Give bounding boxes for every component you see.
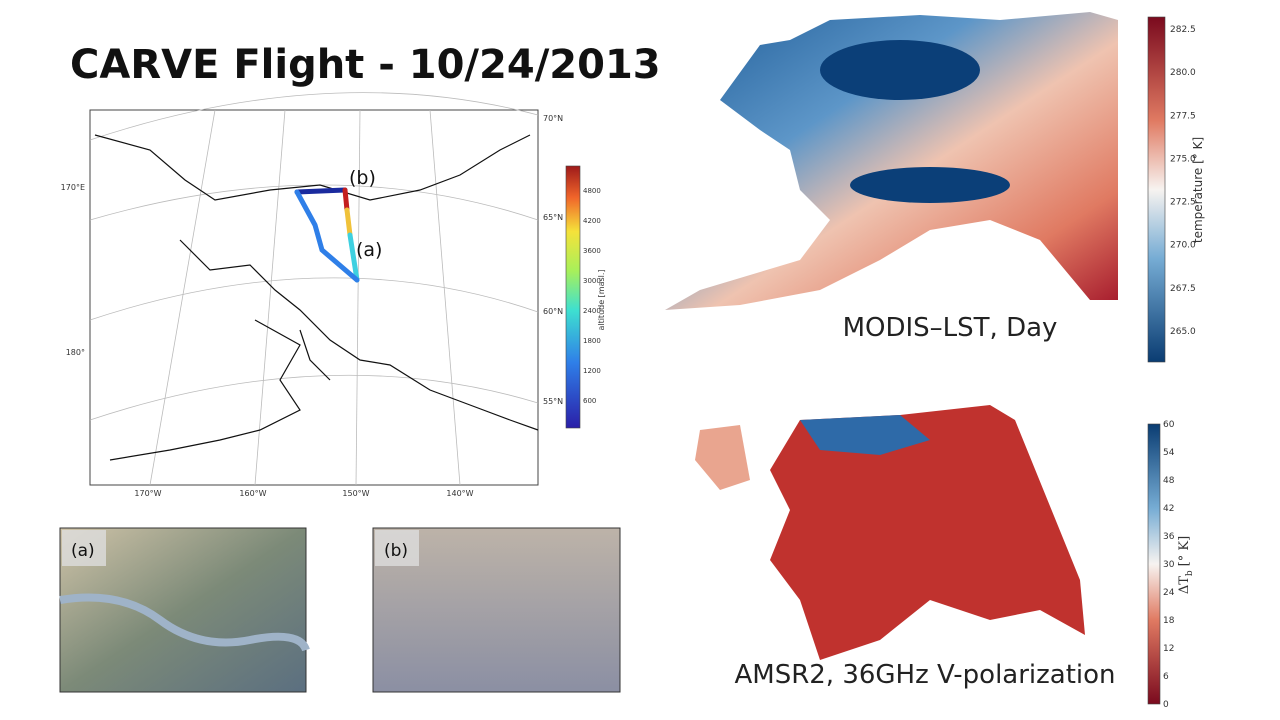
lon-label: 170°E xyxy=(61,183,85,192)
colorbar-tick-label: 30 xyxy=(1163,560,1175,570)
lon-label: 180° xyxy=(66,348,85,357)
map-frame xyxy=(89,109,539,486)
cold-region xyxy=(800,415,930,455)
label-box xyxy=(62,530,106,566)
colorbar-tick-label: 4200 xyxy=(583,217,601,225)
colorbar-tick-label: 24 xyxy=(1163,588,1175,598)
label-subscript: b xyxy=(1185,570,1195,576)
amsr2-colorbar xyxy=(1147,423,1161,705)
colorbar-tick-label: 60 xyxy=(1163,420,1175,430)
colorbar-tick-label: 277.5 xyxy=(1170,111,1196,121)
lon-label: 150°W xyxy=(342,489,369,498)
lon-label: 140°W xyxy=(446,489,473,498)
modis-caption: MODIS–LST, Day xyxy=(843,313,1058,343)
colorbar-tick-label: 272.5 xyxy=(1170,198,1196,208)
colorbar-tick-label: 600 xyxy=(583,397,596,405)
slide-title: CARVE Flight - 10/24/2013 xyxy=(70,42,661,88)
colorbar-tick-label: 4800 xyxy=(583,187,601,195)
colorbar-tick-label: 12 xyxy=(1163,644,1174,654)
modis-colorbar xyxy=(1147,16,1166,363)
track-marker: (b) xyxy=(349,167,376,189)
colorbar-tick-label: 42 xyxy=(1163,504,1174,514)
colorbar-tick-label: 36 xyxy=(1163,532,1175,542)
modis-colorbar-label: temperature [° K] xyxy=(1191,137,1205,243)
lon-label: 160°W xyxy=(239,489,266,498)
amsr2-colorbar-label: ΔTb [° K] xyxy=(1177,536,1195,594)
colorbar-tick-label: 275.0 xyxy=(1170,154,1196,164)
colorbar-tick-label: 18 xyxy=(1163,616,1175,626)
colorbar-tick-label: 270.0 xyxy=(1170,241,1196,251)
altitude-colorbar-label: altitude [masl.] xyxy=(597,269,606,330)
altitude-colorbar xyxy=(565,165,581,429)
colorbar-tick-label: 1800 xyxy=(583,337,601,345)
island xyxy=(695,425,750,490)
label-box xyxy=(375,530,419,566)
colorbar-tick-label: 1200 xyxy=(583,367,601,375)
colorbar-tick-label: 2400 xyxy=(583,307,601,315)
photo-label: (a) xyxy=(71,541,95,561)
colorbar-tick-label: 3000 xyxy=(583,277,601,285)
colorbar-tick-label: 6 xyxy=(1163,672,1169,682)
colorbar-tick-label: 48 xyxy=(1163,476,1175,486)
lat-label: 55°N xyxy=(543,397,563,406)
cold-region xyxy=(820,40,980,100)
flight-track xyxy=(294,187,360,283)
colorbar-tick-label: 0 xyxy=(1163,700,1169,710)
coastline xyxy=(94,134,539,461)
graticule xyxy=(89,92,539,486)
colorbar-tick-label: 54 xyxy=(1163,448,1175,458)
lon-label: 170°W xyxy=(134,489,161,498)
modis-map xyxy=(665,12,1118,310)
amsr2-caption: AMSR2, 36GHz V-polarization xyxy=(734,660,1115,690)
lat-label: 70°N xyxy=(543,114,563,123)
colorbar-tick-label: 3600 xyxy=(583,247,601,255)
colorbar-tick-label: 267.5 xyxy=(1170,284,1196,294)
amsr2-map xyxy=(770,405,1085,660)
flight-map xyxy=(89,92,581,486)
photo-label: (b) xyxy=(384,541,408,561)
lat-label: 60°N xyxy=(543,307,563,316)
colorbar-tick-label: 282.5 xyxy=(1170,25,1196,35)
colorbar-tick-label: 280.0 xyxy=(1170,68,1196,78)
label-unit: [° K] xyxy=(1177,536,1192,567)
lat-label: 65°N xyxy=(543,213,563,222)
river xyxy=(59,593,310,652)
cold-region xyxy=(850,167,1010,203)
colorbar-tick-label: 265.0 xyxy=(1170,327,1196,337)
track-marker: (a) xyxy=(356,239,382,261)
label-symbol: ΔT xyxy=(1177,576,1192,594)
